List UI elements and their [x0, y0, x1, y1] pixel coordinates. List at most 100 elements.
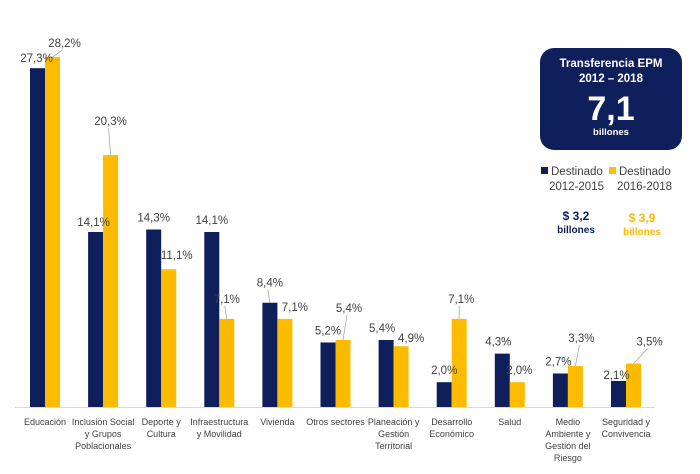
- data-label: 5,2%: [315, 325, 341, 337]
- amount-value: $ 3,2: [562, 209, 590, 223]
- leader-line: [52, 49, 63, 58]
- category-label: Vivienda: [260, 417, 294, 427]
- category-label: Deporte y Cultura: [142, 417, 182, 439]
- category-label-line: y Grupos: [85, 429, 122, 439]
- summary-title-line1: Transferencia EPM: [559, 58, 663, 70]
- legend-swatch-yellow: [609, 167, 616, 174]
- bar-2016-2018: [103, 155, 119, 407]
- amount-value: $ 3,9: [628, 211, 656, 225]
- leader-line: [342, 314, 348, 341]
- category-label: Educación: [24, 417, 66, 427]
- category-label-line: Gestión: [378, 429, 409, 439]
- legend-label-line2: 2016-2018: [617, 181, 672, 193]
- category-label-line: y Movilidad: [197, 429, 242, 439]
- category-label-line: Cultura: [147, 429, 176, 439]
- data-label: 20,3%: [94, 116, 127, 128]
- bar-2012-2015: [436, 382, 452, 407]
- leader-lines-layer: [52, 49, 648, 367]
- category-label: Salud: [498, 417, 521, 427]
- data-label: 28,2%: [48, 38, 81, 50]
- legend-label-line1: Destinado: [551, 166, 603, 178]
- bar-2012-2015: [262, 302, 278, 407]
- bar-2012-2015: [88, 232, 104, 407]
- bars-layer: [30, 57, 641, 407]
- summary-unit: billones: [593, 127, 629, 138]
- category-label: Otros sectores: [306, 417, 365, 427]
- data-label: 14,1%: [195, 215, 228, 227]
- summary-box: Transferencia EPM 2012 – 2018 7,1 billon…: [540, 48, 682, 150]
- category-label-line: Educación: [24, 417, 66, 427]
- bar-2012-2015: [552, 373, 568, 407]
- bar-2016-2018: [567, 366, 583, 407]
- bar-2016-2018: [45, 57, 60, 407]
- legend-label-line1: Destinado: [619, 166, 671, 178]
- data-label: 4,3%: [485, 337, 511, 349]
- category-label: Seguridad y Convivencia: [601, 417, 650, 439]
- leader-line: [633, 348, 648, 364]
- data-label: 5,4%: [369, 323, 395, 335]
- amount-2016-2018: $ 3,9 billones: [614, 211, 670, 240]
- summary-total: 7,1: [587, 90, 635, 128]
- category-label-line: Riesgo: [554, 453, 582, 463]
- bar-2012-2015: [204, 232, 220, 407]
- bar-2016-2018: [393, 346, 409, 407]
- data-label: 8,4%: [257, 278, 283, 290]
- category-label-line: Gestión del: [545, 441, 591, 451]
- data-label: 2,0%: [431, 365, 457, 377]
- leader-line: [108, 128, 111, 156]
- leader-line: [575, 344, 580, 367]
- data-label: 3,5%: [636, 337, 662, 349]
- category-label-line: Convivencia: [601, 429, 650, 439]
- leader-line: [224, 305, 228, 319]
- category-label: Desarrollo Económico: [429, 417, 474, 439]
- bar-2016-2018: [219, 318, 235, 407]
- category-label-line: Económico: [429, 429, 474, 439]
- category-label-line: Territorial: [375, 441, 412, 451]
- category-label-line: Planeación y: [368, 417, 420, 427]
- data-label: 2,0%: [506, 365, 532, 377]
- legend-label-line2: 2012-2015: [549, 181, 604, 193]
- data-label: 11,1%: [161, 250, 193, 262]
- bar-2012-2015: [611, 380, 626, 407]
- bar-2016-2018: [509, 382, 525, 407]
- data-label: 3,3%: [568, 333, 594, 345]
- legend-swatch-navy: [541, 167, 548, 174]
- category-label: Inclusión Social y Grupos Poblacionales: [72, 417, 135, 451]
- category-label: Infraestructura y Movilidad: [190, 417, 248, 439]
- bar-2016-2018: [161, 269, 177, 407]
- category-label-line: Salud: [498, 417, 521, 427]
- category-label-line: Infraestructura: [190, 417, 248, 427]
- category-label-line: Vivienda: [260, 417, 294, 427]
- category-labels-layer: Educación Inclusión Social y Grupos Poblaci…: [24, 417, 651, 463]
- amount-unit: billones: [557, 225, 595, 236]
- category-label-line: Seguridad y: [602, 417, 651, 427]
- category-label-line: Poblacionales: [75, 441, 132, 451]
- category-label-line: Inclusión Social: [72, 417, 135, 427]
- data-label: 5,4%: [336, 303, 362, 315]
- bar-2016-2018: [451, 318, 467, 407]
- data-label: 14,3%: [137, 213, 170, 225]
- bar-2012-2015: [146, 229, 162, 407]
- bar-2012-2015: [378, 339, 394, 407]
- data-label: 2,7%: [545, 356, 571, 368]
- leader-line: [267, 289, 271, 303]
- category-label-line: Desarrollo: [431, 417, 472, 427]
- data-label: 7,1%: [282, 302, 308, 314]
- category-label: Medio Ambiente y Gestión del Riesgo: [545, 417, 591, 463]
- bar-2016-2018: [335, 339, 351, 407]
- bar-2012-2015: [30, 68, 45, 407]
- data-label: 14,1%: [77, 217, 110, 229]
- data-labels-layer: 27,3% 28,2% 14,1% 20,3% 14,3% 11,1% 14,1% 7,1% 8…: [20, 38, 662, 382]
- amount-unit: billones: [623, 227, 661, 238]
- legend-item-2012-2015: Destinado 2012-2015: [541, 165, 604, 195]
- legend-item-2016-2018: Destinado 2016-2018: [609, 165, 672, 195]
- data-label: 7,1%: [448, 294, 474, 306]
- summary-title-line2: 2012 – 2018: [579, 73, 643, 85]
- category-label-line: Medio: [556, 417, 581, 427]
- data-label: 7,1%: [214, 294, 240, 306]
- category-label-line: Otros sectores: [306, 417, 365, 427]
- category-label: Planeación y Gestión Territorial: [368, 417, 420, 451]
- bar-2012-2015: [320, 342, 336, 407]
- data-label: 27,3%: [20, 53, 53, 65]
